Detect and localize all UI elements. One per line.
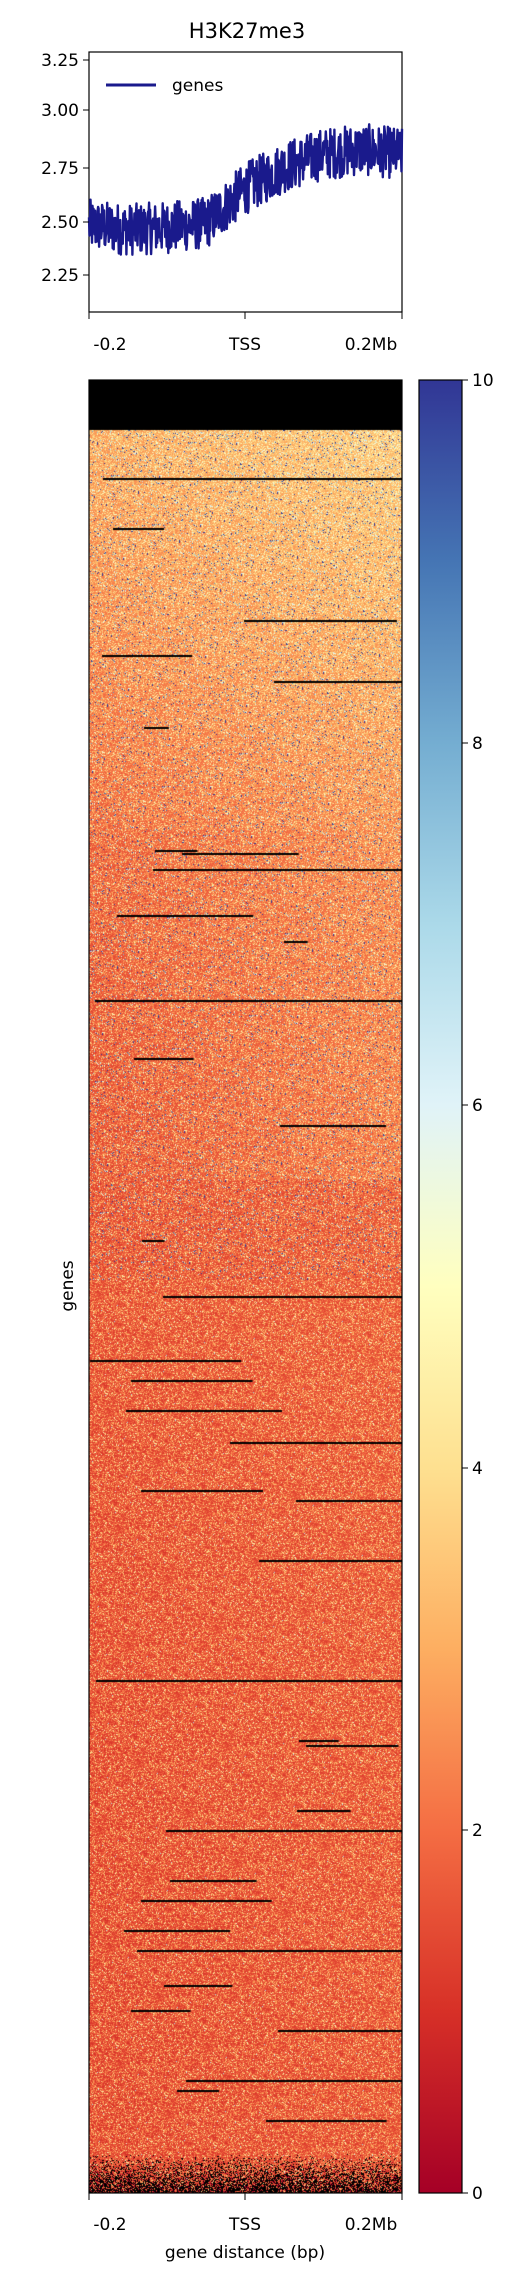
profile-y-axis: 3.25 3.00 2.75 2.50 2.25: [41, 51, 89, 286]
profile-x-axis: -0.2 TSS 0.2Mb: [88, 312, 403, 355]
colorbar-gradient: [418, 379, 463, 2194]
colorbar-tick-label: 10: [472, 371, 494, 391]
profile-series-line: [87, 123, 404, 256]
y-tick-label: 3.00: [41, 101, 79, 121]
profile-title: H3K27me3: [189, 19, 305, 43]
colorbar: 0 2 4 6 8 10: [418, 371, 494, 2204]
x-tick-label: TSS: [228, 2215, 261, 2235]
colorbar-tick-label: 2: [472, 1821, 483, 1841]
heatmap-x-axis: -0.2 TSS 0.2Mb gene distance (bp): [88, 2193, 403, 2263]
heatmap-plot: genes -0.2 TSS 0.2Mb gene distance (bp): [58, 379, 403, 2263]
y-tick-label: 2.25: [41, 266, 79, 286]
heatmap-y-label: genes: [58, 1260, 78, 1311]
heatmap-x-label: gene distance (bp): [165, 2243, 325, 2263]
colorbar-ticks: 0 2 4 6 8 10: [462, 371, 494, 2204]
profile-legend: genes: [106, 76, 223, 96]
profile-plot: H3K27me3 genes 3.25 3.00 2.75 2.50 2.25 …: [41, 19, 404, 355]
y-tick-label: 3.25: [41, 51, 79, 71]
colorbar-tick-label: 8: [472, 734, 483, 754]
colorbar-tick-label: 0: [472, 2184, 483, 2204]
x-tick-label: 0.2Mb: [345, 2215, 398, 2235]
colorbar-tick-label: 4: [472, 1459, 483, 1479]
x-tick-label: TSS: [228, 335, 261, 355]
colorbar-tick-label: 6: [472, 1096, 483, 1116]
heatmap-image: [89, 380, 402, 2193]
x-tick-label: 0.2Mb: [345, 335, 398, 355]
x-tick-label: -0.2: [93, 2215, 126, 2235]
x-tick-label: -0.2: [93, 335, 126, 355]
y-tick-label: 2.50: [41, 213, 79, 233]
legend-entry: genes: [172, 76, 223, 96]
y-tick-label: 2.75: [41, 159, 79, 179]
